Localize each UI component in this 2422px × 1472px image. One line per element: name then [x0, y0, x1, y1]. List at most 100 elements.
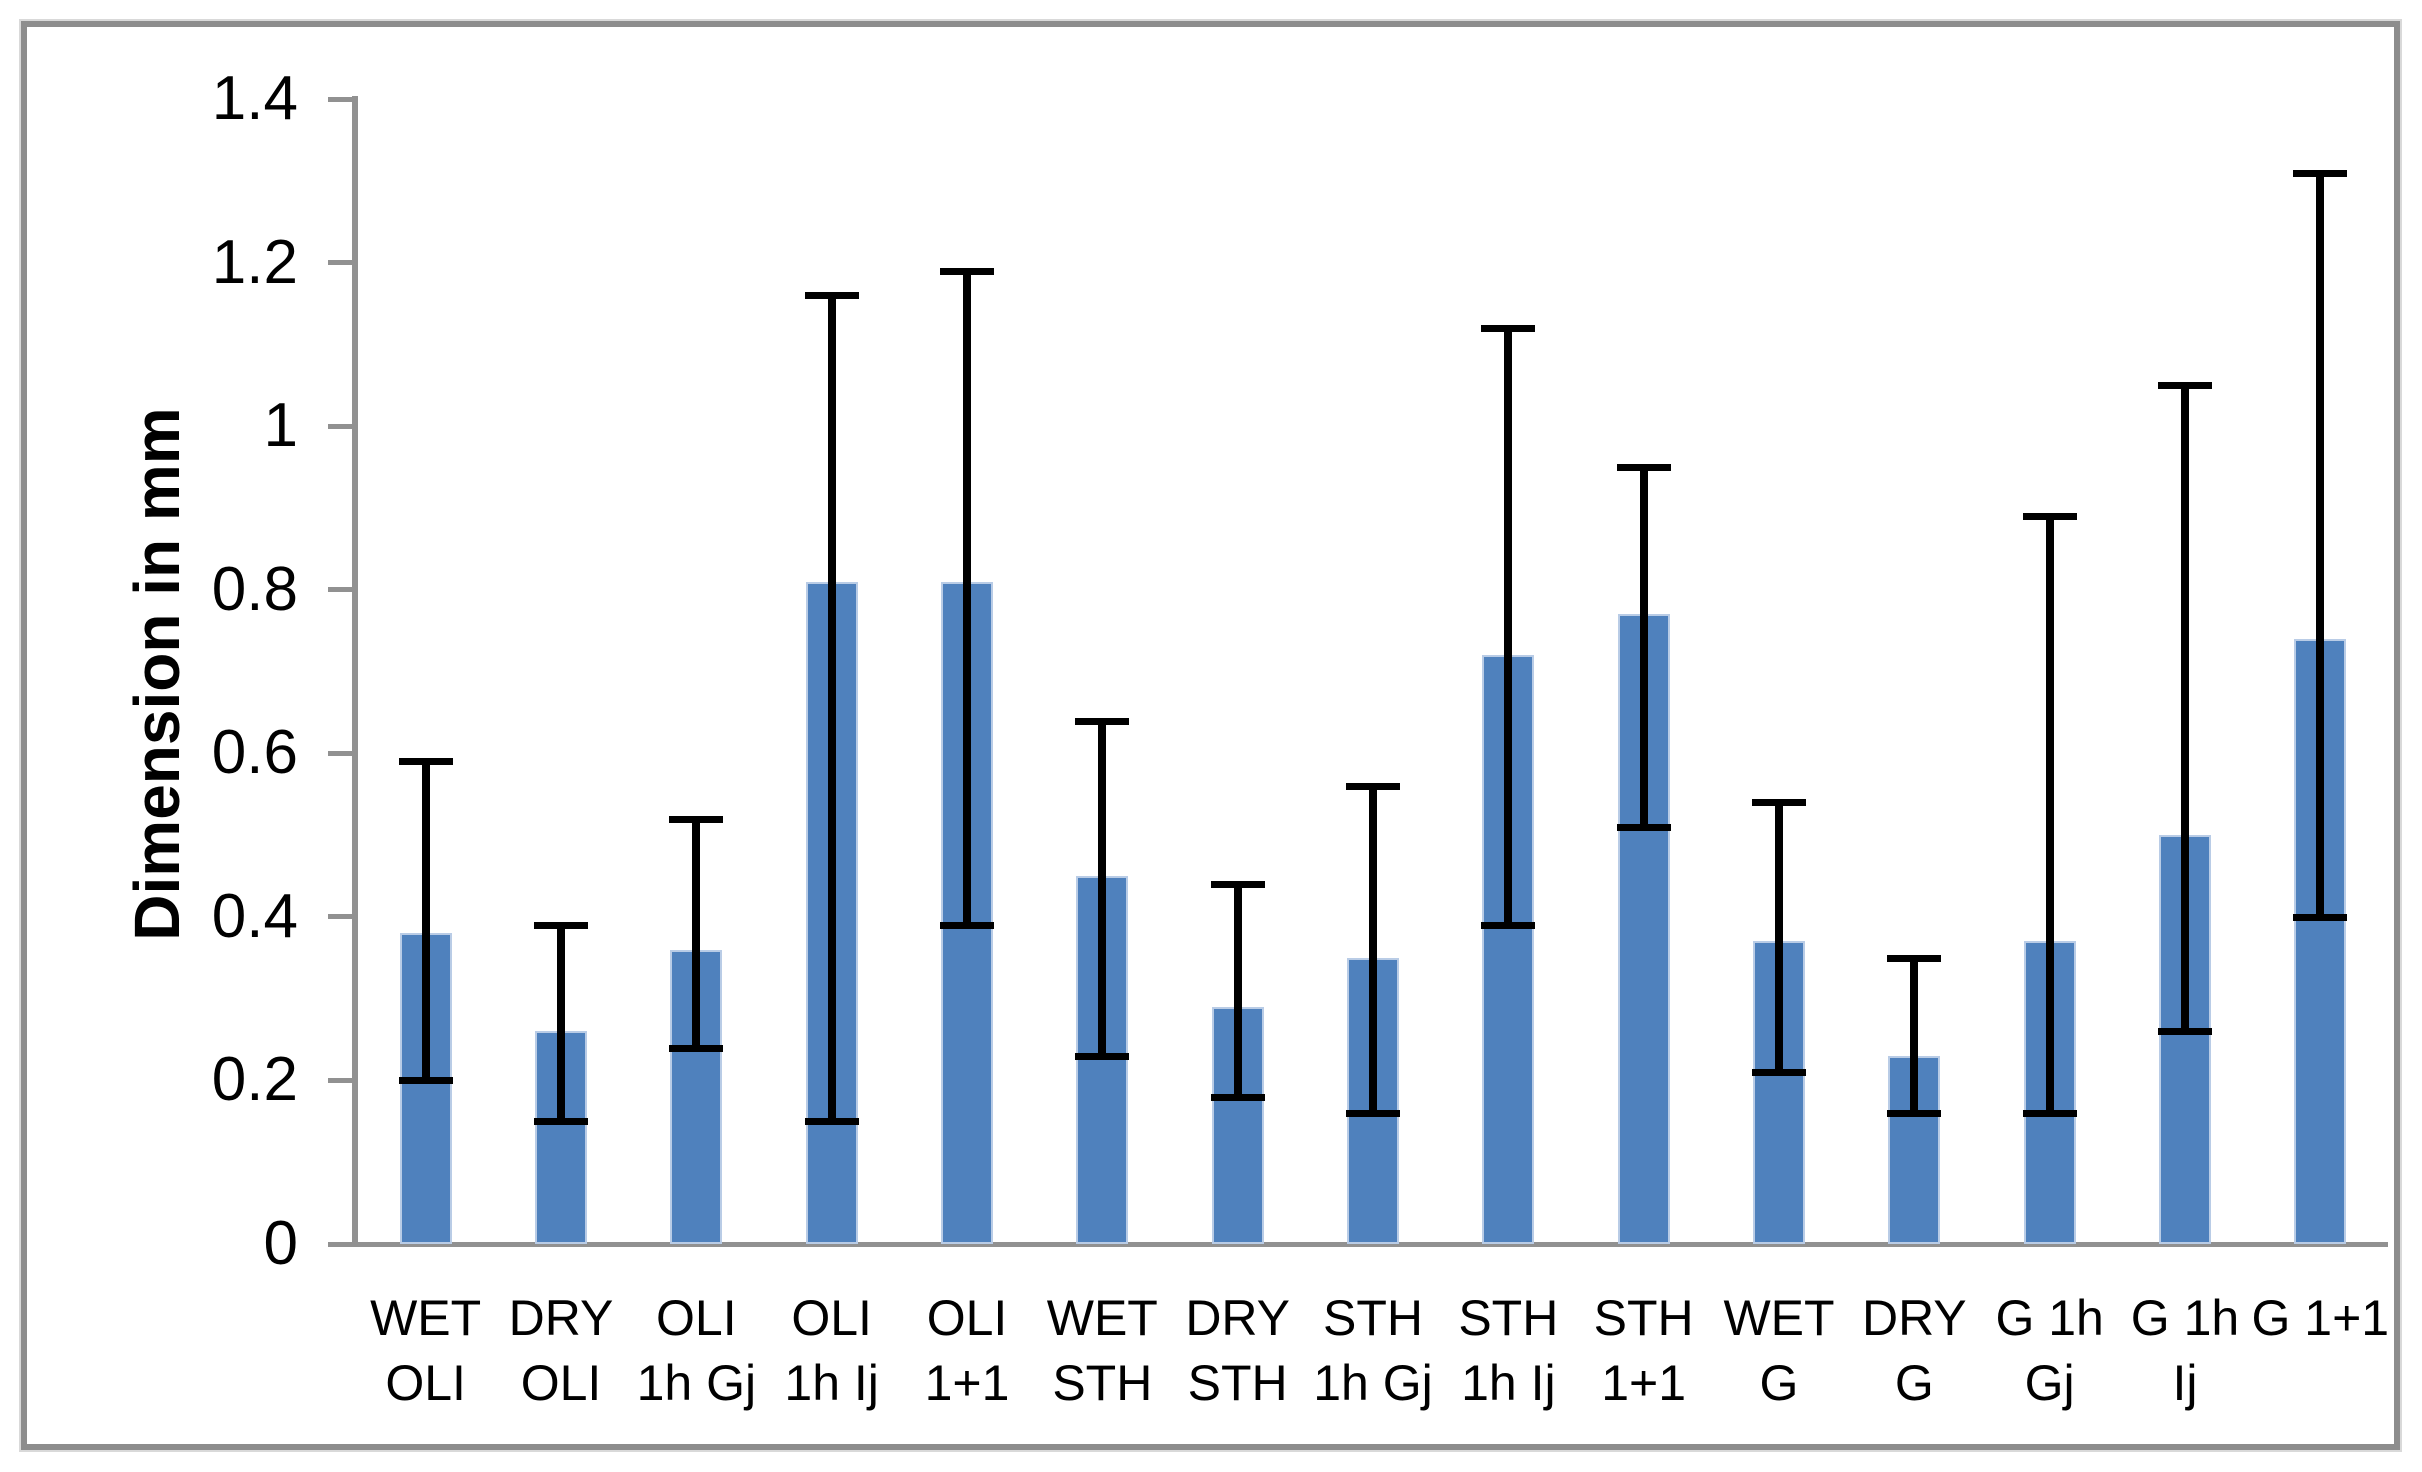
error-bar-cap-top	[2158, 382, 2212, 390]
category-label: G 1h Gj	[1957, 1286, 2142, 1416]
category-label-line: G	[1759, 1355, 1799, 1411]
category-label: OLI 1h Ij	[739, 1286, 924, 1416]
error-bar-cap-bottom	[1346, 1110, 1400, 1118]
y-tick-label: 0.6	[211, 718, 298, 788]
error-bar-line	[1098, 720, 1107, 1056]
category-label-line: OLI	[791, 1290, 872, 1346]
error-bar-cap-top	[398, 758, 453, 766]
error-bar-cap-bottom	[940, 922, 994, 930]
error-bar-line	[1233, 884, 1242, 1097]
x-axis-line	[328, 1242, 2388, 1247]
error-bar-cap-top	[1346, 783, 1400, 790]
error-bar-cap-top	[2022, 513, 2077, 521]
category-label-line: STH	[1458, 1290, 1559, 1346]
category-label-line: 1h Ij	[784, 1355, 879, 1411]
category-label-line: WET	[370, 1290, 482, 1346]
category-label: G 1h Ij	[2092, 1286, 2277, 1416]
y-tick-label: 0.8	[211, 554, 298, 624]
category-label-line: OLI	[385, 1355, 466, 1411]
category-label-line: STH	[1322, 1290, 1423, 1346]
error-bar-cap-top	[1752, 799, 1806, 807]
error-bar-cap-top	[1887, 954, 1942, 962]
y-tick-label: 1.4	[211, 64, 298, 133]
error-bar-line	[2181, 385, 2189, 1032]
error-bar-cap-top	[534, 922, 588, 930]
category-label: WET G	[1686, 1286, 1871, 1416]
error-bar-cap-top	[1616, 464, 1671, 472]
y-axis-tick	[328, 914, 352, 920]
category-label: WET STH	[1010, 1286, 1195, 1416]
y-axis-tick	[328, 96, 352, 102]
y-tick-label: 0	[263, 1209, 298, 1278]
error-bar-cap-bottom	[1616, 823, 1671, 831]
y-tick-label: 1.2	[211, 227, 298, 297]
category-label-line: WET	[1046, 1290, 1158, 1346]
error-bar-cap-top	[940, 267, 994, 275]
bar	[1753, 941, 1805, 1244]
category-label-line: Gj	[2024, 1355, 2075, 1411]
y-tick-label: 0.2	[211, 1045, 298, 1115]
error-bar-cap-bottom	[1887, 1110, 1942, 1118]
error-bar-line	[1910, 957, 1919, 1114]
y-axis-tick	[328, 587, 352, 593]
category-label-line: OLI	[520, 1355, 602, 1411]
category-label-line: Ij	[2172, 1355, 2198, 1411]
y-axis-tick	[328, 1077, 352, 1083]
error-bar-cap-bottom	[2293, 913, 2348, 921]
category-label-line: OLI	[926, 1290, 1008, 1346]
error-bar-cap-bottom	[1752, 1069, 1806, 1077]
category-label: DRY OLI	[468, 1286, 653, 1416]
category-label-line: DRY	[508, 1290, 614, 1346]
category-label-line: STH	[1187, 1355, 1288, 1411]
category-label: DRY STH	[1145, 1286, 1330, 1416]
category-label-line: STH	[1052, 1355, 1153, 1411]
error-bar-cap-bottom	[534, 1118, 588, 1126]
error-bar-cap-bottom	[2158, 1028, 2212, 1036]
category-label-line: OLI	[656, 1290, 737, 1346]
error-bar-line	[963, 270, 971, 926]
error-bar-cap-bottom	[398, 1077, 453, 1085]
error-bar-cap-top	[669, 815, 724, 823]
y-axis-line	[352, 96, 358, 1247]
category-label-line: WET	[1723, 1290, 1835, 1346]
error-bar-line	[557, 925, 565, 1122]
category-label: STH 1+1	[1551, 1286, 1736, 1416]
error-bar-cap-top	[1210, 881, 1265, 889]
error-bar-line	[692, 818, 701, 1048]
category-label: STH 1h Ij	[1416, 1286, 1601, 1416]
error-bar-cap-top	[2293, 169, 2348, 177]
error-bar-line	[2316, 172, 2325, 917]
y-tick-label: 0.4	[211, 881, 298, 951]
bar	[2159, 835, 2211, 1244]
error-bar-line	[827, 295, 836, 1122]
category-label-line: G 1h	[2130, 1290, 2240, 1346]
category-label-line: 1h Gj	[636, 1355, 757, 1411]
category-label: G 1+1	[2228, 1286, 2413, 1351]
y-axis-tick	[328, 260, 352, 266]
error-bar-line	[421, 761, 430, 1081]
y-axis-tick	[328, 423, 352, 429]
category-label: OLI 1h Gj	[604, 1286, 789, 1416]
figure-border	[19, 19, 2402, 1452]
error-bar-line	[1639, 467, 1648, 827]
category-label-line: 1+1	[924, 1355, 1010, 1411]
category-label: DRY G	[1822, 1286, 2007, 1416]
y-axis-tick	[328, 750, 352, 756]
y-tick-label: 1	[263, 391, 298, 461]
category-label-line: STH	[1593, 1290, 1694, 1346]
error-bar-cap-bottom	[2022, 1110, 2077, 1118]
category-label-line: G 1+1	[2251, 1290, 2390, 1346]
error-bar-cap-top	[804, 292, 859, 300]
category-label-line: 1+1	[1601, 1355, 1687, 1411]
error-bar-line	[2045, 516, 2054, 1114]
error-bar-cap-top	[1481, 325, 1536, 332]
category-label: STH 1h Gj	[1280, 1286, 1465, 1416]
category-label-line: 1h Ij	[1461, 1355, 1556, 1411]
category-label-line: G 1h	[1995, 1290, 2104, 1346]
error-bar-cap-bottom	[1481, 922, 1536, 930]
category-label: OLI 1+1	[874, 1286, 1059, 1416]
category-label: WET OLI	[333, 1286, 518, 1416]
category-label-line: DRY	[1861, 1290, 1967, 1346]
error-bar-cap-top	[1075, 717, 1130, 725]
